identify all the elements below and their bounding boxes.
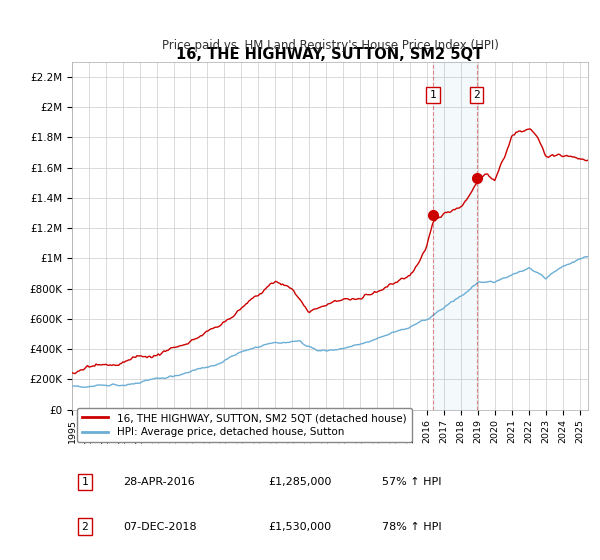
Text: £1,530,000: £1,530,000 [268, 521, 331, 531]
Text: Price paid vs. HM Land Registry's House Price Index (HPI): Price paid vs. HM Land Registry's House … [161, 39, 499, 52]
Bar [433, 62, 476, 409]
Legend: 16, THE HIGHWAY, SUTTON, SM2 5QT (detached house), HPI: Average price, detached : 16, THE HIGHWAY, SUTTON, SM2 5QT (detach… [77, 408, 412, 442]
Text: 1: 1 [430, 90, 436, 100]
Text: £1,285,000: £1,285,000 [268, 477, 331, 487]
Title: 16, THE HIGHWAY, SUTTON, SM2 5QT: 16, THE HIGHWAY, SUTTON, SM2 5QT [176, 46, 484, 62]
Text: 28-APR-2016: 28-APR-2016 [124, 477, 196, 487]
Text: 2: 2 [82, 521, 88, 531]
Text: 57% ↑ HPI: 57% ↑ HPI [382, 477, 441, 487]
Text: 1: 1 [82, 477, 88, 487]
Text: 07-DEC-2018: 07-DEC-2018 [124, 521, 197, 531]
Text: 2: 2 [473, 90, 480, 100]
Text: 78% ↑ HPI: 78% ↑ HPI [382, 521, 441, 531]
